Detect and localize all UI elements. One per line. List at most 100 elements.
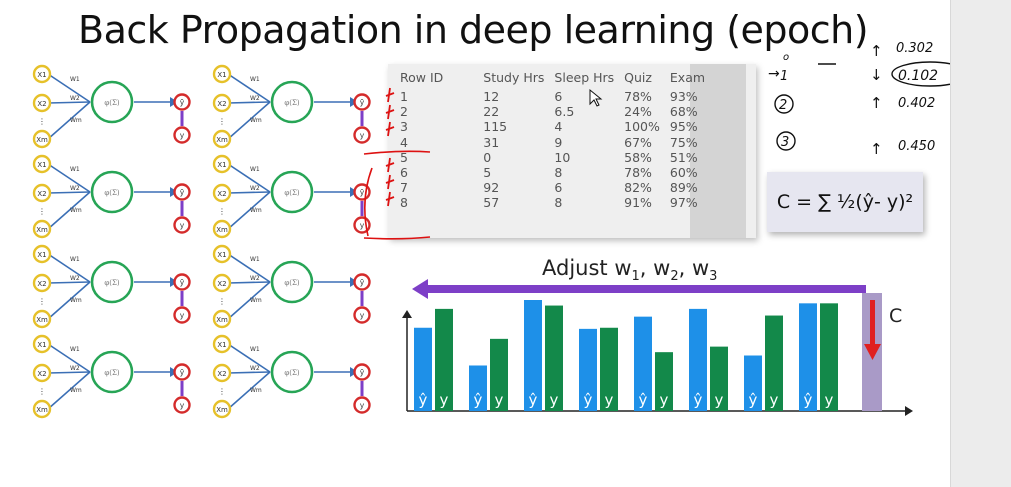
table-cell: 2 [400, 104, 408, 120]
output-label: ŷ [180, 98, 184, 107]
bar-label: y [715, 391, 724, 409]
weight-label: W2 [250, 275, 260, 282]
table-cell: 22 [483, 104, 500, 120]
neuron-node [90, 170, 134, 214]
neural-network-diagram: W1 W2 Wm X1 X2 Xm ⋮ φ(Σ) ŷ y [212, 244, 371, 329]
ellipsis: ⋮ [38, 297, 46, 306]
handwritten-divider [363, 150, 431, 155]
output-node-predicted [353, 273, 371, 291]
input-connection [47, 371, 91, 410]
handwritten-tick [385, 191, 395, 207]
bar-label: ŷ [529, 391, 538, 409]
predicted-bar [799, 303, 817, 411]
output-node-actual [173, 126, 191, 144]
table-header-row: Row ID Study Hrs Sleep Hrs Quiz Exam [396, 70, 711, 89]
ellipsis: ⋮ [38, 387, 46, 396]
input-node [212, 129, 232, 149]
epoch-circle [774, 94, 794, 114]
weight-label: Wm [250, 387, 262, 394]
predicted-bar [744, 355, 762, 411]
bar-label: ŷ [804, 391, 813, 409]
table-cell: 3 [400, 119, 408, 135]
data-table: Row ID Study Hrs Sleep Hrs Quiz Exam 1 12 6 78%… [396, 70, 711, 211]
cost-arrow-icon [864, 344, 881, 360]
table-cell: 60% [669, 165, 698, 181]
neural-network-diagram: W1 W2 Wm X1 X2 Xm ⋮ φ(Σ) ŷ y [212, 334, 371, 419]
input-connection [227, 101, 271, 104]
input-node [212, 244, 232, 264]
weight-label: W1 [70, 166, 80, 173]
input-connection [227, 343, 271, 373]
input-node-label: X1 [37, 71, 46, 79]
input-node-label: Xm [36, 226, 48, 234]
activation-label: φ(Σ) [104, 369, 120, 377]
handwritten-value: 0.302 [896, 41, 933, 56]
handwritten-arrow: ↑ [870, 94, 883, 112]
input-connection [227, 101, 271, 140]
input-node [32, 399, 52, 419]
input-connection [227, 163, 271, 193]
slide-title: Back Propagation in deep learning (epoch… [78, 8, 869, 52]
input-connection [227, 73, 271, 103]
weight-label: W1 [70, 256, 80, 263]
output-node-predicted [173, 183, 191, 201]
actual-bar [490, 338, 508, 411]
weight-label: W1 [250, 166, 260, 173]
input-node-label: X2 [37, 190, 46, 198]
output-node-actual [173, 396, 191, 414]
activation-label: φ(Σ) [104, 279, 120, 287]
input-connection [47, 371, 91, 374]
output-label: ŷ [360, 98, 364, 107]
handwritten-value: 0.102 [898, 68, 938, 84]
table-cell: 4 [400, 134, 408, 150]
table-row: 4 31 9 67% 75% [396, 135, 711, 150]
weight-label: W1 [70, 76, 80, 83]
input-connection [47, 101, 91, 140]
table-cell: 6.5 [554, 104, 575, 120]
handwritten-circle [891, 61, 950, 87]
bar-label: y [550, 391, 559, 409]
activation-label: φ(Σ) [104, 189, 120, 197]
adjust-arrow-shaft [428, 285, 866, 293]
bar-label: ŷ [694, 391, 703, 409]
input-node [212, 273, 232, 293]
input-connection [227, 253, 271, 283]
table-row: 1 12 6 78% 93% [396, 89, 711, 104]
weight-label: Wm [70, 387, 82, 394]
table-cell: 8 [554, 195, 563, 211]
input-node [212, 399, 232, 419]
table-cell: 57 [483, 195, 500, 211]
table-cell: 91% [624, 195, 652, 211]
output-label: y [180, 401, 184, 410]
table-cell: 6 [554, 180, 563, 196]
table-cell: 78% [624, 89, 652, 105]
predicted-bar [689, 308, 707, 411]
table-cell: 89% [669, 180, 698, 196]
handwritten-tick [385, 157, 395, 173]
table-cell: 0 [483, 149, 492, 165]
input-node-label: X1 [217, 71, 226, 79]
neuron-node [270, 170, 314, 214]
input-connection [47, 343, 91, 373]
neural-network-diagram: W1 W2 Wm X1 X2 Xm ⋮ φ(Σ) ŷ y [32, 154, 191, 239]
ellipsis: ⋮ [218, 207, 226, 216]
weight-label: Wm [250, 297, 262, 304]
input-node [32, 244, 52, 264]
cost-function-formula: C = ∑ ½(ŷ- y)² [767, 172, 923, 232]
output-node-actual [173, 306, 191, 324]
bar-label: y [605, 391, 614, 409]
weight-label: Wm [250, 207, 262, 214]
output-node-predicted [173, 363, 191, 381]
handwritten-arrow: ↑ [870, 140, 883, 158]
input-connection [227, 281, 271, 284]
handwritten-arrow: → [768, 66, 780, 82]
adjust-arrow-icon [412, 279, 428, 299]
comparison-bar-chart: Cŷ y ŷ y ŷ y ŷ y ŷ y ŷ y ŷ y ŷ y→ 123↑ 0.302↓ 0.102↑ 0.402↑… [363, 41, 950, 416]
bar-label: y [495, 391, 504, 409]
table-body: 1 12 6 78% 93% 2 22 6.5 24% 68% 3 115 4 100% 95% 4 31 9 67… [396, 89, 711, 211]
weight-label: W2 [70, 275, 80, 282]
input-connection [227, 191, 271, 194]
table-cell: 5 [483, 165, 492, 181]
mouse-cursor-icon [589, 88, 603, 107]
table-cell: 8 [554, 165, 563, 181]
